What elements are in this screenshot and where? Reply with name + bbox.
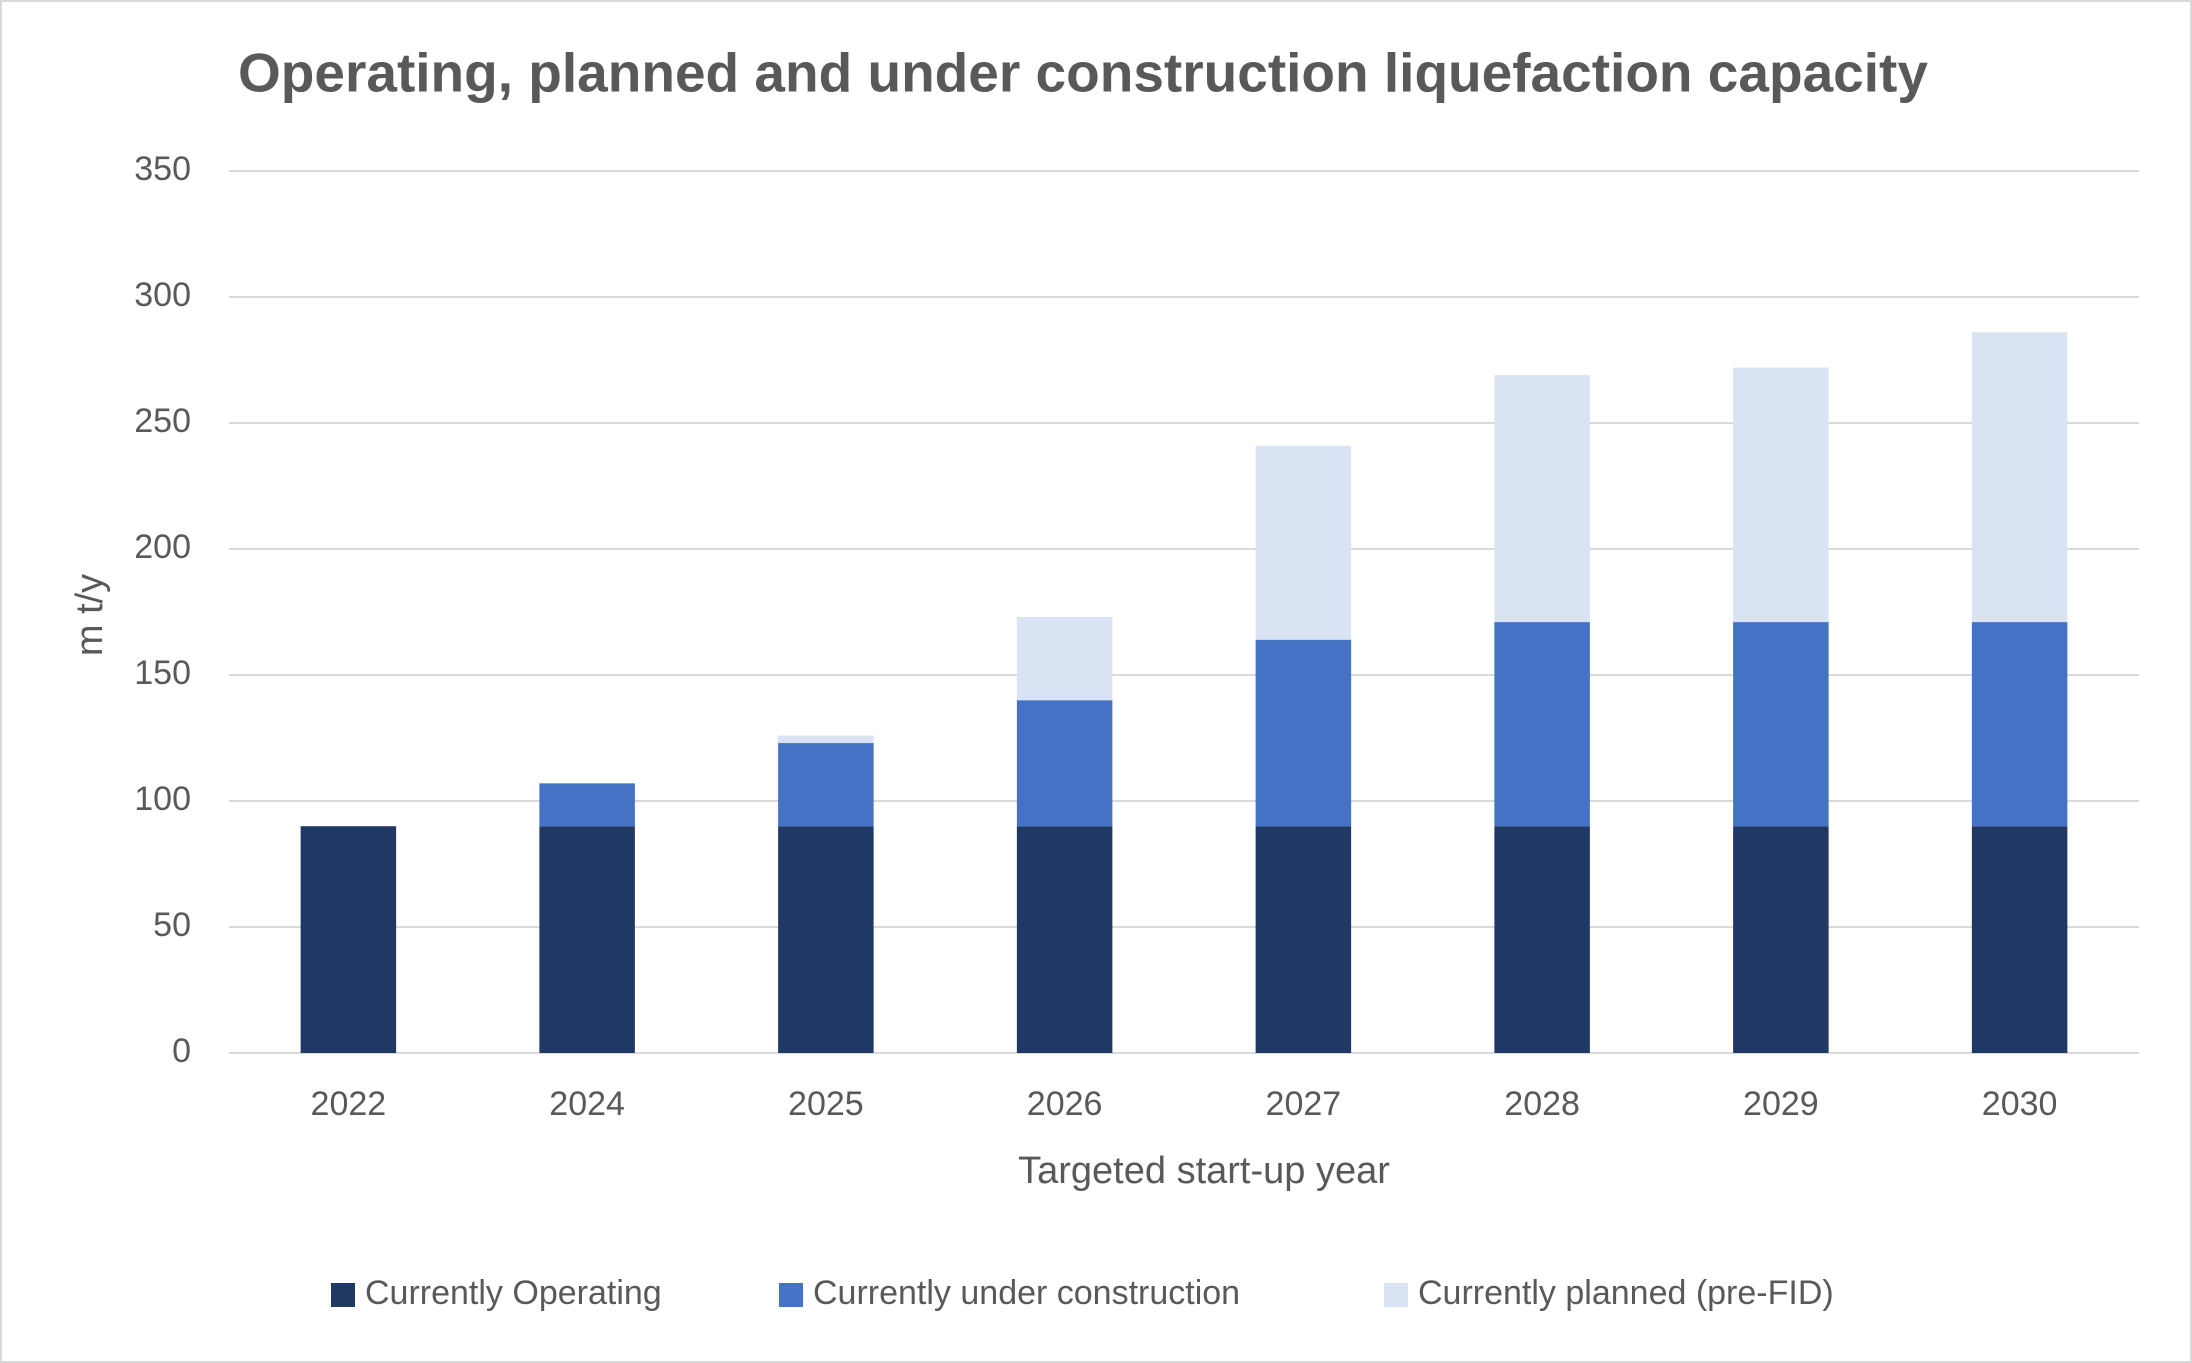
bar-segment [1733,622,1829,827]
bar-segment [1016,700,1113,827]
y-axis-title: m t/y [69,574,111,656]
bar-segment [1016,826,1113,1053]
legend-label: Currently under construction [813,1274,1240,1312]
y-tick-label: 100 [134,780,191,818]
bar-segment [1255,826,1352,1053]
y-tick-label: 200 [134,528,191,566]
bar-segment [1494,826,1590,1053]
x-tick-label: 2030 [1982,1085,2058,1123]
x-tick-label: 2029 [1743,1085,1819,1123]
chart-title: Operating, planned and under constructio… [238,42,1928,104]
bar-segment [1971,622,2068,827]
bar-segment [300,826,397,1053]
legend-label: Currently planned (pre-FID) [1418,1274,1834,1312]
legend-label: Currently Operating [365,1274,662,1312]
bar-segment [1016,617,1113,701]
y-tick-label: 350 [134,150,191,188]
y-tick-label: 0 [172,1032,191,1070]
legend-swatch [1384,1283,1408,1307]
bar-segment [1971,332,2068,623]
legend-swatch [779,1283,803,1307]
bar-segment [1255,639,1352,827]
bar-segment [778,743,874,827]
x-tick-label: 2028 [1504,1085,1580,1123]
bar-segment [539,826,635,1053]
bar-segment [539,783,635,827]
bar-segment [1494,622,1590,827]
y-tick-label: 150 [134,654,191,692]
legend-swatch [331,1283,355,1307]
bar-segment [778,735,874,744]
y-tick-label: 300 [134,276,191,314]
bar-segment [1494,375,1590,623]
x-tick-label: 2027 [1266,1085,1342,1123]
bar-segment [1733,826,1829,1053]
bar-segment [1733,367,1829,623]
bar-segment [1971,826,2068,1053]
x-tick-label: 2024 [549,1085,625,1123]
bar-segment [1255,445,1352,640]
x-axis-title: Targeted start-up year [1018,1150,1390,1192]
x-tick-label: 2025 [788,1085,864,1123]
y-tick-label: 50 [153,906,191,944]
x-tick-label: 2026 [1027,1085,1103,1123]
bar-segment [778,826,874,1053]
y-tick-label: 250 [134,402,191,440]
x-tick-label: 2022 [311,1085,387,1123]
